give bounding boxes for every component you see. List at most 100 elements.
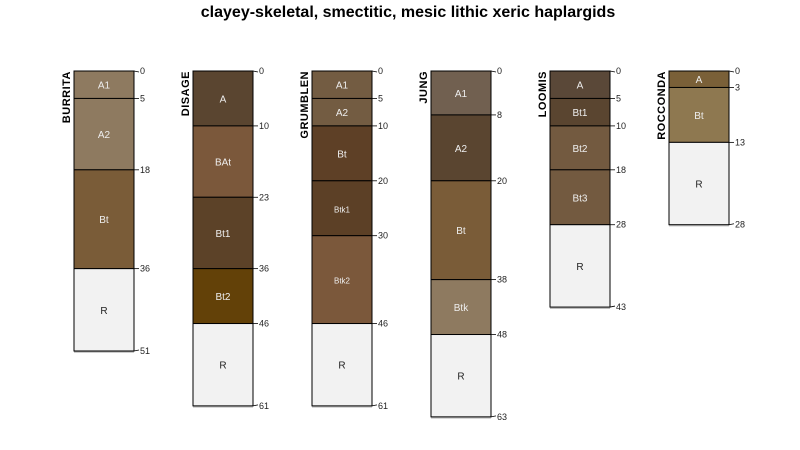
horizon bbox=[311, 125, 373, 182]
horizon-label: R bbox=[219, 361, 226, 372]
soil-profile: JUNG A1 A2 Bt Btk R 0 8 20 38 48 63 bbox=[418, 66, 507, 422]
depth-label: 8 bbox=[497, 110, 502, 120]
depth-label: 51 bbox=[140, 346, 150, 356]
depth-tick bbox=[728, 223, 735, 226]
horizon bbox=[73, 268, 135, 352]
depth-label: 36 bbox=[259, 264, 269, 274]
depth-tick bbox=[371, 404, 378, 407]
depth-tick bbox=[490, 415, 497, 418]
horizon bbox=[549, 169, 611, 226]
horizon bbox=[430, 279, 492, 336]
horizon-label: R bbox=[695, 180, 702, 191]
profile-name: ROCCONDA bbox=[656, 71, 668, 140]
horizon bbox=[73, 169, 135, 270]
horizon-label: A bbox=[696, 75, 703, 86]
depth-label: 5 bbox=[616, 93, 621, 103]
horizon bbox=[73, 97, 135, 171]
depth-label: 46 bbox=[259, 319, 269, 329]
depth-label: 23 bbox=[259, 192, 269, 202]
depth-tick bbox=[490, 70, 497, 73]
depth-label: 10 bbox=[378, 121, 388, 131]
depth-label: 3 bbox=[735, 82, 740, 92]
depth-tick bbox=[133, 70, 140, 73]
depth-label: 0 bbox=[616, 66, 621, 76]
depth-tick bbox=[252, 70, 259, 73]
depth-label: 38 bbox=[497, 275, 507, 285]
horizon-label: A2 bbox=[455, 144, 468, 155]
horizon-label: R bbox=[576, 262, 583, 273]
horizon bbox=[192, 125, 254, 198]
depth-label: 10 bbox=[616, 121, 626, 131]
depth-label: 61 bbox=[378, 401, 388, 411]
depth-label: 61 bbox=[259, 401, 269, 411]
horizon bbox=[430, 180, 492, 281]
horizon-label: Bt bbox=[456, 226, 466, 237]
depth-label: 63 bbox=[497, 412, 507, 422]
profile-name: LOOMIS bbox=[537, 71, 549, 117]
depth-label: 28 bbox=[735, 220, 745, 230]
horizon bbox=[192, 268, 254, 325]
depth-tick bbox=[371, 70, 378, 73]
horizon-label: R bbox=[338, 361, 345, 372]
horizon-label: Bt2 bbox=[215, 292, 230, 303]
horizon bbox=[192, 323, 254, 407]
profile-name: GRUMBLEN bbox=[299, 71, 311, 139]
horizon-label: A1 bbox=[455, 89, 468, 100]
depth-label: 48 bbox=[497, 330, 507, 340]
depth-label: 20 bbox=[378, 176, 388, 186]
horizon-label: A bbox=[577, 81, 584, 92]
depth-label: 28 bbox=[616, 220, 626, 230]
horizon-label: Bt2 bbox=[572, 144, 587, 155]
profile-name: BURRITA bbox=[61, 71, 73, 123]
depth-label: 36 bbox=[140, 264, 150, 274]
depth-label: 0 bbox=[378, 66, 383, 76]
depth-label: 18 bbox=[616, 165, 626, 175]
horizon-label: Bt bbox=[99, 215, 109, 226]
horizon-label: A1 bbox=[98, 81, 111, 92]
depth-tick bbox=[609, 70, 616, 73]
horizon-label: A2 bbox=[98, 130, 111, 141]
depth-label: 18 bbox=[140, 165, 150, 175]
depth-label: 5 bbox=[140, 93, 145, 103]
horizon bbox=[668, 141, 730, 226]
horizon bbox=[430, 114, 492, 182]
soil-profile: BURRITA A1 A2 Bt R 0 5 18 36 51 bbox=[61, 66, 150, 356]
depth-label: 0 bbox=[140, 66, 145, 76]
horizon-label: R bbox=[457, 372, 464, 383]
horizon-label: Bt bbox=[337, 149, 347, 160]
depth-label: 20 bbox=[497, 176, 507, 186]
depth-label: 0 bbox=[735, 66, 740, 76]
horizon-label: Bt3 bbox=[572, 193, 587, 204]
depth-tick bbox=[728, 70, 735, 73]
horizon-label: Bt1 bbox=[215, 229, 230, 240]
profile-name: DISAGE bbox=[180, 71, 192, 116]
depth-label: 13 bbox=[735, 137, 745, 147]
depth-label: 43 bbox=[616, 302, 626, 312]
depth-label: 10 bbox=[259, 121, 269, 131]
horizon-label: A bbox=[220, 94, 227, 105]
horizon-label: A2 bbox=[336, 108, 349, 119]
horizon bbox=[311, 235, 373, 325]
depth-label: 46 bbox=[378, 319, 388, 329]
profiles-group: BURRITA A1 A2 Bt R 0 5 18 36 51 DISAGE A BAt Bt1 Bt2 R 0… bbox=[61, 66, 745, 422]
horizon-label: Bt bbox=[694, 111, 704, 122]
soil-profile: LOOMIS A Bt1 Bt2 Bt3 R 0 5 10 18 28 43 bbox=[537, 66, 626, 312]
horizon bbox=[311, 323, 373, 407]
depth-label: 30 bbox=[378, 231, 388, 241]
horizon-label: R bbox=[100, 306, 107, 317]
soil-profile: ROCCONDA A Bt R 0 3 13 28 bbox=[656, 66, 745, 230]
horizon-label: Btk bbox=[454, 303, 469, 314]
depth-tick bbox=[133, 349, 140, 352]
horizon bbox=[549, 224, 611, 308]
horizon-label: A1 bbox=[336, 81, 349, 92]
horizon bbox=[73, 70, 135, 99]
horizon bbox=[311, 97, 373, 127]
soil-profile: GRUMBLEN A1 A2 Bt Btk1 Btk2 R 0 5 10 20 30 46 61 bbox=[299, 66, 388, 411]
soil-profile: DISAGE A BAt Bt1 Bt2 R 0 10 23 36 46 61 bbox=[180, 66, 269, 411]
depth-label: 0 bbox=[259, 66, 264, 76]
diagram-title: clayey-skeletal, smectitic, mesic lithic… bbox=[201, 4, 616, 21]
horizon bbox=[192, 70, 254, 127]
horizon-label: Bt1 bbox=[572, 108, 587, 119]
horizon bbox=[430, 334, 492, 418]
